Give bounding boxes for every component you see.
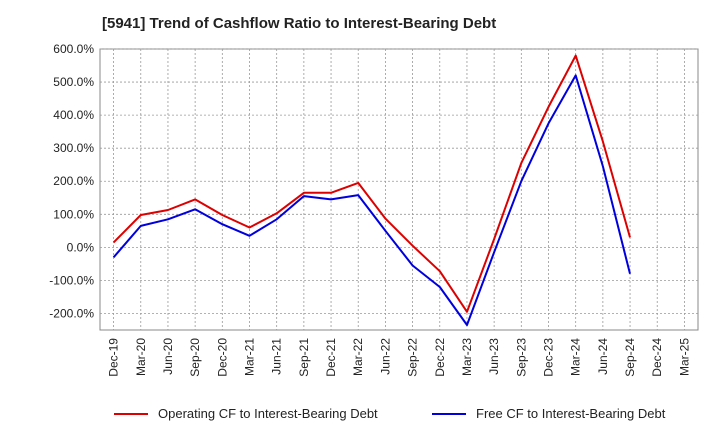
legend-label-operating-cf: Operating CF to Interest-Bearing Debt: [158, 406, 378, 421]
x-tick-label: Jun-21: [270, 338, 284, 375]
plot-area: [99, 48, 699, 331]
y-tick-label: 400.0%: [53, 108, 94, 122]
y-tick-label: -200.0%: [49, 306, 94, 320]
x-tick-label: Sep-22: [406, 338, 420, 377]
y-axis: -200.0% -100.0% 0.0% 100.0% 200.0% 300.0% 400.…: [49, 42, 94, 320]
chart-title: [5941] Trend of Cashflow Ratio to Intere…: [102, 15, 497, 32]
x-tick-label: Sep-20: [188, 338, 202, 377]
x-tick-label: Jun-23: [487, 338, 501, 375]
chart-svg: -200.0% -100.0% 0.0% 100.0% 200.0% 300.0% 400.…: [49, 42, 699, 377]
y-tick-label: -100.0%: [49, 273, 94, 287]
x-tick-label: Mar-20: [134, 338, 148, 376]
legend-swatch-free-cf: [432, 412, 466, 415]
series-line-free-cf: [112, 74, 631, 326]
legend: Operating CF to Interest-Bearing Debt Fr…: [0, 400, 720, 430]
x-tick-label: Jun-24: [596, 338, 610, 375]
x-tick-label: Mar-21: [243, 338, 257, 376]
x-tick-label: Mar-24: [569, 338, 583, 376]
x-tick-label: Mar-23: [460, 338, 474, 376]
grid-layer: [100, 48, 698, 330]
x-tick-label: Mar-22: [351, 338, 365, 376]
x-tick-label: Sep-21: [297, 338, 311, 377]
x-tick-label: Dec-20: [215, 338, 229, 377]
x-tick-label: Dec-24: [650, 338, 664, 377]
y-tick-label: 200.0%: [53, 174, 94, 188]
legend-item-free-cf: Free CF to Interest-Bearing Debt: [432, 406, 665, 421]
x-tick-label: Dec-22: [433, 338, 447, 377]
y-tick-label: 500.0%: [53, 75, 94, 89]
legend-item-operating-cf: Operating CF to Interest-Bearing Debt: [114, 406, 378, 421]
x-tick-label: Jun-22: [378, 338, 392, 375]
y-tick-label: 600.0%: [53, 42, 94, 56]
x-tick-label: Jun-20: [161, 338, 175, 375]
x-tick-label: Dec-23: [542, 338, 556, 377]
x-tick-label: Dec-21: [324, 338, 338, 377]
x-tick-label: Sep-24: [623, 338, 637, 377]
legend-swatch-operating-cf: [114, 412, 148, 415]
series-line-operating-cf: [112, 54, 631, 313]
x-tick-label: Mar-25: [677, 338, 691, 376]
legend-label-free-cf: Free CF to Interest-Bearing Debt: [476, 406, 666, 421]
x-tick-label: Sep-23: [514, 338, 528, 377]
x-tick-label: Dec-19: [107, 338, 121, 377]
y-tick-label: 100.0%: [53, 207, 94, 221]
y-tick-label: 0.0%: [67, 240, 95, 254]
x-axis: Dec-19 Mar-20 Jun-20 Sep-20 Dec-20 Mar-21 Jun-…: [107, 338, 692, 377]
series-layer: [112, 54, 631, 326]
y-tick-label: 300.0%: [53, 141, 94, 155]
